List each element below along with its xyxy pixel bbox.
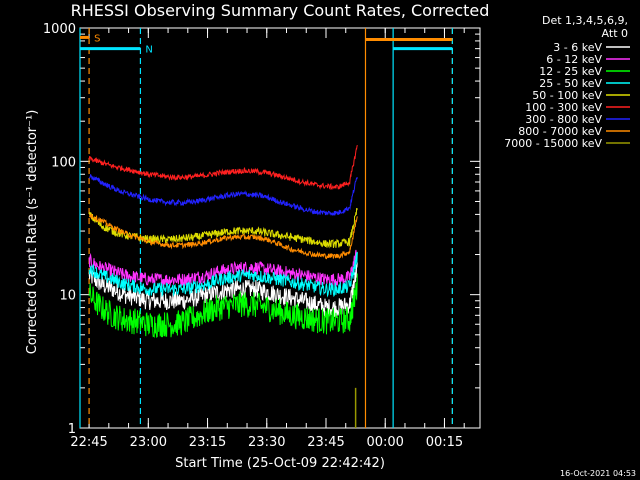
legend-entry-label: 25 - 50 keV [539,77,602,90]
x-tick-label: 23:30 [248,435,285,450]
y-tick-label: 1000 [43,22,76,37]
series-12_25keV [88,273,358,338]
y-axis-label: Corrected Count Rate (s⁻¹ detector⁻¹) [25,110,40,355]
chart-title: RHESSI Observing Summary Count Rates, Co… [71,1,490,20]
y-tick-label: 1 [68,422,76,437]
series-300_800keV [88,174,358,216]
plot-area: 1 10 100 1000 22:45 23:00 23:15 23:30 23:45 00:00… [43,22,481,450]
series-6_12keV [88,249,358,287]
y-tick-label: 10 [59,289,76,304]
legend-entry-label: 12 - 25 keV [539,65,602,78]
x-tick-label: 23:15 [189,435,226,450]
legend-entry-label: 100 - 300 keV [525,101,602,114]
legend-entry-label: 7000 - 15000 keV [504,137,602,150]
legend-entry-label: 50 - 100 keV [532,89,602,102]
legend-entry-label: 300 - 800 keV [525,113,602,126]
series-3_6keV [88,262,358,317]
x-tick-label: 22:45 [70,435,107,450]
x-axis-label: Start Time (25-Oct-09 22:42:42) [175,456,385,471]
series-100_300keV [88,144,358,191]
x-tick-label: 23:45 [307,435,344,450]
marker-label-N: N [145,45,152,56]
x-tick-label: 00:15 [426,435,463,450]
legend-header: Att 0 [602,27,628,40]
legend-header: Det 1,3,4,5,6,9, [542,14,628,27]
series-25_50keV [88,251,358,298]
x-tick-label: 00:00 [366,435,403,450]
legend-entry-label: 3 - 6 keV [553,41,602,54]
footer-timestamp: 16-Oct-2021 04:53 [560,469,636,478]
series-800_7000keV [89,213,358,260]
legend-entry-label: 6 - 12 keV [546,53,602,66]
x-tick-label: 23:00 [130,435,167,450]
marker-label-S: S [94,33,100,44]
y-tick-label: 100 [51,155,76,170]
legend-entry-label: 800 - 7000 keV [518,125,602,138]
